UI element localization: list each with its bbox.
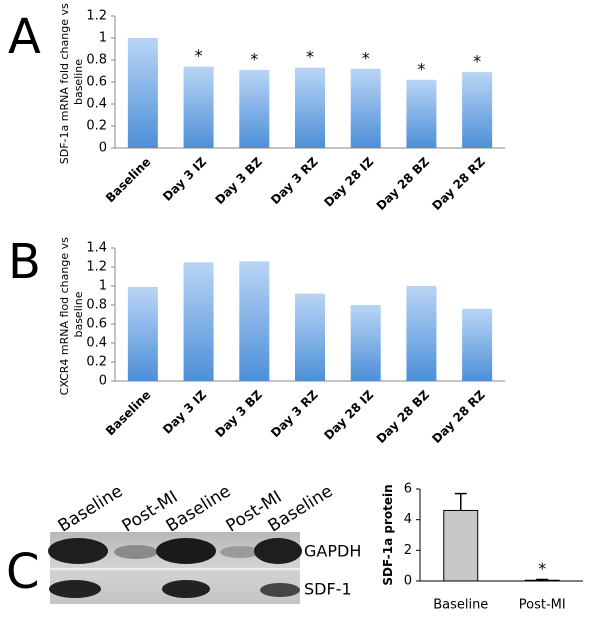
bar: [239, 69, 270, 148]
x-tick-label: Day 28 RZ: [429, 154, 488, 213]
bar: [524, 579, 560, 582]
y-tick-label: 0.6: [86, 75, 107, 90]
x-tick-label: Day 28 IZ: [321, 154, 376, 209]
y-tick-label: 1.4: [86, 241, 107, 256]
significance-marker: *: [195, 46, 203, 65]
y-tick-label: 1.2: [86, 260, 107, 275]
bar: [127, 38, 158, 148]
y-tick-label: 0.2: [86, 119, 107, 134]
significance-marker: *: [362, 48, 370, 67]
bar: [127, 286, 158, 381]
bar: [183, 66, 214, 148]
x-tick-label: Day 3 RZ: [268, 387, 321, 440]
band: [156, 538, 216, 564]
panel-letter: B: [8, 234, 41, 290]
significance-marker: *: [417, 59, 425, 78]
bar: [406, 286, 437, 381]
x-tick-label: Baseline: [433, 598, 488, 613]
significance-marker: *: [250, 49, 258, 68]
y-axis-label: CXCR4 mRNA flod change vs baseline: [58, 234, 85, 396]
y-tick-label: 0.8: [86, 298, 107, 313]
x-tick-label: Day 28 IZ: [321, 387, 376, 442]
western-blot: [48, 532, 302, 604]
bar: [295, 67, 325, 148]
y-tick-label: 0: [99, 141, 107, 156]
y-tick-label: 1: [99, 31, 107, 46]
band: [220, 546, 260, 558]
y-tick-label: 0.4: [86, 97, 107, 112]
x-tick-label: Day 28 BZ: [374, 387, 432, 445]
significance-marker: *: [473, 52, 481, 71]
bar: [462, 308, 493, 381]
bar: [350, 68, 381, 148]
y-tick-label: 1.2: [86, 9, 107, 24]
y-tick-label: 0.2: [86, 355, 107, 370]
lane-label: Baseline: [55, 481, 127, 536]
y-tick-label: 0.6: [86, 317, 107, 332]
panel-letter: A: [8, 9, 41, 65]
x-tick-label: Baseline: [103, 155, 154, 206]
lane-label: Baseline: [163, 481, 235, 536]
bar: [462, 72, 493, 148]
band: [114, 545, 158, 559]
bar: [239, 261, 270, 381]
bar: [443, 509, 479, 582]
significance-marker: *: [538, 559, 546, 578]
band-label: SDF-1: [304, 580, 352, 599]
x-tick-label: Day 3 IZ: [160, 154, 209, 203]
band: [48, 538, 108, 564]
band: [49, 580, 101, 598]
band-label: GAPDH: [304, 542, 361, 561]
y-tick-label: 0.8: [86, 53, 107, 68]
band: [254, 538, 302, 564]
x-tick-label: Baseline: [103, 388, 154, 439]
panel-letter: C: [6, 544, 40, 600]
x-tick-label: Day 28 RZ: [429, 387, 488, 446]
x-tick-label: Day 3 BZ: [213, 154, 266, 207]
y-axis-label: SDF-1a mRNA fold change vs baseline: [58, 0, 85, 164]
y-tick-label: 4: [404, 512, 412, 527]
bar: [350, 305, 381, 381]
y-tick-label: 6: [404, 482, 412, 497]
x-tick-label: Post-MI: [519, 598, 566, 613]
x-tick-label: Day 3 RZ: [268, 154, 321, 207]
significance-marker: *: [306, 47, 314, 66]
bar: [295, 293, 325, 381]
y-tick-label: 0.4: [86, 336, 107, 351]
x-tick-label: Day 3 IZ: [160, 387, 209, 436]
x-tick-label: Day 3 BZ: [213, 387, 266, 440]
bar: [183, 262, 214, 381]
x-tick-label: Day 28 BZ: [374, 154, 432, 212]
y-tick-label: 0: [99, 374, 107, 389]
band: [162, 580, 210, 598]
bar: [406, 79, 437, 148]
band: [260, 583, 300, 597]
y-tick-label: 1: [99, 279, 107, 294]
y-tick-label: 0: [404, 574, 412, 589]
y-axis-label: SDF-1a protein: [381, 484, 395, 585]
y-tick-label: 2: [404, 543, 412, 558]
